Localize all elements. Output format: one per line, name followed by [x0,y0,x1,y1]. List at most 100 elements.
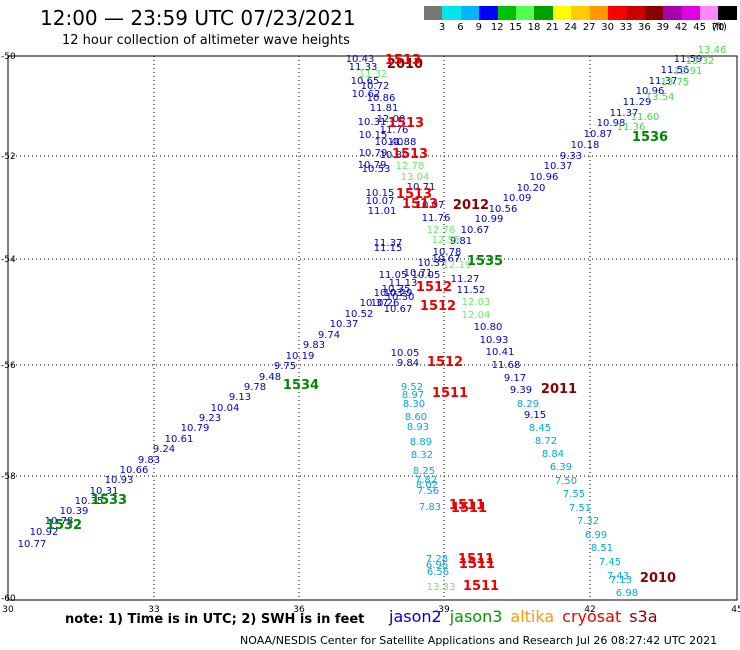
wave-height-label: 10.40 [375,137,404,148]
latitude-tick-label: -58 [1,472,16,482]
wave-height-label: 6.96 [426,560,448,571]
wave-height-label: 9.81 [450,236,472,247]
wave-height-label: 10.15 [359,130,388,141]
pass-label: 1533 [91,493,127,508]
wave-height-label: 10.98 [597,118,626,129]
pass-label: 1513 [392,147,428,162]
wave-height-label: 9.52 [401,382,423,393]
satellite-tracks: 10.7710.9210.7810.3910.3510.3110.9310.66… [18,45,727,599]
wave-height-label: 10.37 [544,161,573,172]
color-swatch [681,6,700,20]
wave-height-label: 9.84 [397,358,419,369]
wave-height-label: 11.36 [617,122,646,133]
wave-height-label: 11.60 [631,112,660,123]
wave-height-label: 7.13 [610,575,632,586]
wave-height-label: 12.76 [427,225,456,236]
wave-height-label: 8.02 [416,480,438,491]
wave-height-label: 9.83 [138,455,160,466]
pass-label: 1511 [459,557,495,572]
wave-height-label: 7.32 [577,516,599,527]
wave-height-label: 10.93 [105,475,134,486]
wave-height-label: 10.19 [286,351,315,362]
color-scale-label: 42 [674,22,688,33]
wave-height-label: 10.65 [351,76,380,87]
wave-height-label: 7.28 [426,554,448,565]
wave-height-label: 9.74 [318,330,340,341]
color-scale-label: 6 [457,22,464,33]
longitude-tick-label: 39 [438,605,450,615]
wave-height-label: 11.33 [349,62,378,73]
wave-height-label: 12.19 [443,260,472,271]
wave-height-label: 13.33 [427,582,456,593]
wave-height-label: 8.72 [535,436,557,447]
wave-height-label: 10.35 [75,496,104,507]
wave-height-label: 9.15 [524,410,546,421]
wave-height-label: 10.96 [636,86,665,97]
map-frame [7,55,738,601]
wave-height-label: 10.35 [382,284,411,295]
latitude-tick-label: -52 [1,152,16,162]
wave-height-label: 11.37 [649,76,678,87]
wave-height-label: 10.67 [384,304,413,315]
wave-height-label: 10.31 [90,486,119,497]
wave-height-label: 10.43 [346,54,375,65]
wave-height-label: 10.15 [366,188,395,199]
wave-height-label: 11.29 [623,97,652,108]
wave-height-label: 7.56 [417,486,439,497]
wave-height-label: 10.93 [480,335,509,346]
wave-height-label: 12.00 [377,114,406,125]
wave-height-label: 10.80 [474,322,503,333]
wave-height-label: 9.33 [560,151,582,162]
legend-item-jason3: jason3 [449,607,503,626]
page-title: 12:00 — 23:59 UTC 07/23/2021 [40,6,356,30]
color-scale-unit: (ft) [711,22,727,33]
wave-height-label: 10.92 [30,527,59,538]
wave-height-label: 12.03 [462,297,491,308]
wave-height-label: 10.52 [345,309,374,320]
pass-label: 1535 [467,254,503,269]
pass-label: 1511 [449,498,485,513]
pass-label: 1536 [632,130,668,145]
color-scale-label: 45 [693,22,706,33]
wave-height-label: 11.76 [422,213,451,224]
wave-height-label: 13.32 [686,56,715,67]
latitude-tick-label: -54 [1,255,16,265]
wave-height-label: 7.55 [563,489,585,500]
legend-item-s3a: s3a [629,607,658,626]
map-grid: 30 33 36 39 42 45 -50 -52 -54 -56 -58 -60 [1,52,740,615]
wave-height-label: 10.30 [386,292,415,303]
color-swatch [497,6,516,20]
wave-height-label: 10.37 [330,319,359,330]
wave-height-label: 8.25 [413,466,435,477]
wave-height-label: 8.60 [405,412,427,423]
color-swatch [571,6,590,20]
wave-height-label: 7.45 [599,557,621,568]
wave-height-label: 10.80 [380,150,409,161]
wave-height-label: 10.37 [360,298,389,309]
wave-height-label: 9.23 [199,413,221,424]
wave-height-label: 6.56 [427,567,449,578]
wave-height-label: 10.04 [211,403,240,414]
wave-height-label: 9.83 [303,340,325,351]
wave-height-label: 10.67 [461,225,490,236]
wave-height-label: 6.39 [550,462,572,473]
wave-height-label: 10.03 [374,288,403,299]
wave-height-label: 6.98 [616,588,638,599]
wave-height-label: 10.78 [45,516,74,527]
pass-label: 1512 [420,299,456,314]
pass-label: 1513 [385,53,421,68]
color-scale-label: 12 [490,22,504,33]
pass-label: 1511 [432,386,468,401]
wave-height-label: 9.75 [274,361,296,372]
latitude-tick-label: -56 [1,361,16,371]
color-swatch [552,6,572,20]
pass-label: 2010 [640,571,676,586]
wave-height-label: 10.67 [432,254,461,265]
pass-label: 2012 [453,198,489,213]
color-swatch [700,6,719,20]
wave-height-label: 8.97 [402,390,424,401]
wave-height-label: 10.07 [366,196,395,207]
wave-height-label: 10.05 [412,270,441,281]
wave-height-label: 11.68 [492,360,521,371]
color-swatch [534,6,553,20]
